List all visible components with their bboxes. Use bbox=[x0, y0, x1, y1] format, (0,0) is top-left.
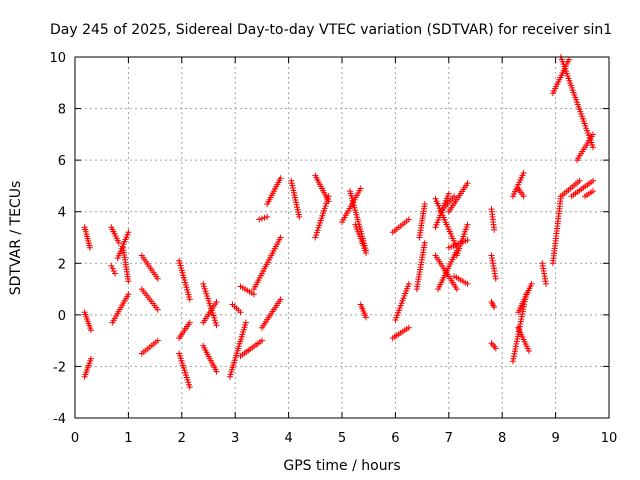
data-point bbox=[109, 265, 116, 272]
x-tick-label: 8 bbox=[498, 431, 506, 446]
data-point bbox=[363, 314, 369, 321]
y-tick-label: -4 bbox=[53, 412, 66, 427]
y-tick-label: 10 bbox=[49, 51, 66, 66]
data-point bbox=[258, 215, 265, 222]
data-point bbox=[405, 324, 412, 331]
data-point bbox=[464, 237, 471, 244]
x-tick-label: 1 bbox=[124, 431, 132, 446]
data-point bbox=[491, 226, 498, 233]
y-tick-label: 6 bbox=[58, 154, 66, 169]
x-tick-label: 6 bbox=[391, 431, 399, 446]
x-tick-label: 2 bbox=[178, 431, 186, 446]
data-point bbox=[110, 268, 117, 274]
data-point bbox=[491, 304, 498, 311]
data-point bbox=[363, 250, 369, 256]
data-point bbox=[115, 239, 122, 246]
y-tick-label: 4 bbox=[58, 206, 66, 221]
data-point bbox=[492, 345, 499, 352]
data-point bbox=[590, 177, 596, 184]
data-point bbox=[520, 193, 527, 200]
data-point bbox=[451, 193, 458, 200]
data-point bbox=[277, 234, 284, 241]
x-tick-label: 10 bbox=[601, 431, 618, 446]
data-point bbox=[528, 280, 535, 287]
chart-title: Day 245 of 2025, Sidereal Day-to-day VTE… bbox=[50, 22, 612, 38]
data-point bbox=[213, 368, 220, 375]
data-point bbox=[296, 213, 303, 220]
data-point bbox=[237, 309, 244, 316]
data-point bbox=[87, 244, 93, 251]
x-axis-label: GPS time / hours bbox=[283, 458, 400, 474]
data-point bbox=[88, 327, 94, 334]
x-tick-label: 7 bbox=[445, 431, 453, 446]
grid-lines bbox=[75, 57, 609, 418]
y-tick-label: 0 bbox=[58, 309, 66, 324]
data-point bbox=[566, 56, 572, 63]
data-point bbox=[125, 291, 132, 298]
data-point bbox=[154, 337, 161, 344]
data-point bbox=[325, 198, 332, 205]
data-point bbox=[405, 216, 412, 223]
data-point bbox=[186, 319, 193, 326]
data-point bbox=[213, 322, 220, 329]
data-point bbox=[464, 221, 471, 228]
y-tick-label: 2 bbox=[58, 257, 66, 272]
data-point bbox=[256, 216, 263, 223]
data-point bbox=[590, 188, 596, 195]
data-point bbox=[520, 170, 527, 176]
data-point bbox=[112, 270, 118, 277]
y-tick-label: -2 bbox=[53, 360, 66, 375]
data-point bbox=[405, 280, 412, 287]
data-point bbox=[445, 190, 452, 197]
data-point bbox=[421, 239, 428, 246]
data-point bbox=[242, 319, 249, 326]
x-tick-labels: 0 1 2 3 4 5 6 7 8 9 10 bbox=[71, 431, 617, 446]
x-tick-label: 3 bbox=[231, 431, 239, 446]
data-point bbox=[258, 337, 265, 344]
data-point bbox=[492, 275, 499, 282]
axis-ticks bbox=[74, 56, 610, 419]
data-points bbox=[81, 54, 596, 391]
data-point bbox=[186, 296, 193, 303]
data-point bbox=[264, 213, 271, 220]
x-tick-label: 5 bbox=[338, 431, 346, 446]
data-point bbox=[543, 280, 549, 287]
y-axis-label: SDTVAR / TECUs bbox=[8, 181, 24, 296]
data-point bbox=[590, 144, 596, 151]
data-point bbox=[88, 355, 94, 362]
data-point bbox=[154, 306, 161, 313]
data-point bbox=[154, 275, 161, 282]
x-tick-label: 4 bbox=[284, 431, 292, 446]
data-point bbox=[125, 229, 132, 236]
data-point bbox=[453, 286, 460, 293]
data-point bbox=[277, 175, 284, 182]
y-tick-labels: -4 -2 0 2 4 6 8 10 bbox=[49, 51, 66, 427]
y-tick-label: 8 bbox=[58, 103, 66, 118]
data-point bbox=[421, 201, 428, 207]
data-point bbox=[525, 348, 532, 354]
data-point bbox=[250, 291, 257, 298]
data-point bbox=[357, 185, 364, 192]
data-point bbox=[186, 384, 193, 391]
data-point bbox=[464, 180, 471, 187]
data-point bbox=[277, 296, 284, 303]
data-point bbox=[213, 299, 220, 305]
data-point bbox=[576, 177, 583, 184]
data-point bbox=[125, 278, 132, 285]
data-point bbox=[464, 280, 471, 287]
x-tick-label: 9 bbox=[551, 431, 559, 446]
data-point bbox=[590, 131, 596, 138]
x-tick-label: 0 bbox=[71, 431, 79, 446]
data-point bbox=[261, 214, 268, 221]
